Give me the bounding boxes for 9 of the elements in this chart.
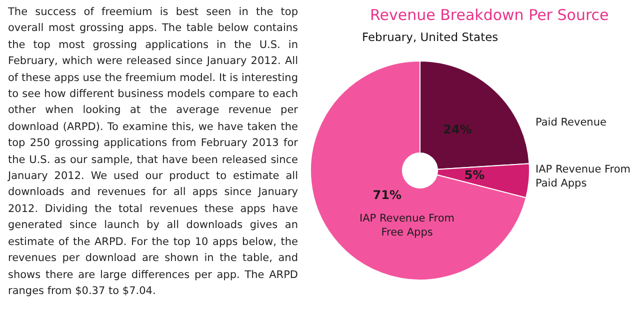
data-label: 5% bbox=[464, 168, 485, 182]
slice-label: IAP Revenue From Free Apps bbox=[360, 212, 455, 238]
chart-title: Revenue Breakdown Per Source bbox=[370, 6, 609, 24]
text: The success of freemium is best seen in the top overall most grossing apps. The table below contains the top most grossing applications in the U.S. in February, which were released since January 2012. All of these apps use the freemium model. It is interesting to see how different business models compare to each other when looking at the average revenue per download (ARPD). To examine this, we have taken the top 250 grossing applications from February 2013 for the U.S. as our sample, that have been released since January 2012. We used our product to estimate all downloads and revenues for all apps since January 2012. Dividing the total revenues these apps have generated since launch by all downloads gives an estimate of the ARPD. For the top 10 apps below, the revenues per download are shown in the table, and shows there are large differences per app. The ARPD ranges from $0.37 to $7.04. bbox=[8, 6, 298, 297]
data-label: 24% bbox=[443, 122, 472, 137]
slice-label: Paid Revenue bbox=[536, 116, 606, 128]
slice-label: IAP Revenue From Paid Apps bbox=[536, 163, 631, 190]
chart-subtitle: February, United States bbox=[362, 30, 498, 44]
data-label: 71% bbox=[372, 188, 402, 202]
